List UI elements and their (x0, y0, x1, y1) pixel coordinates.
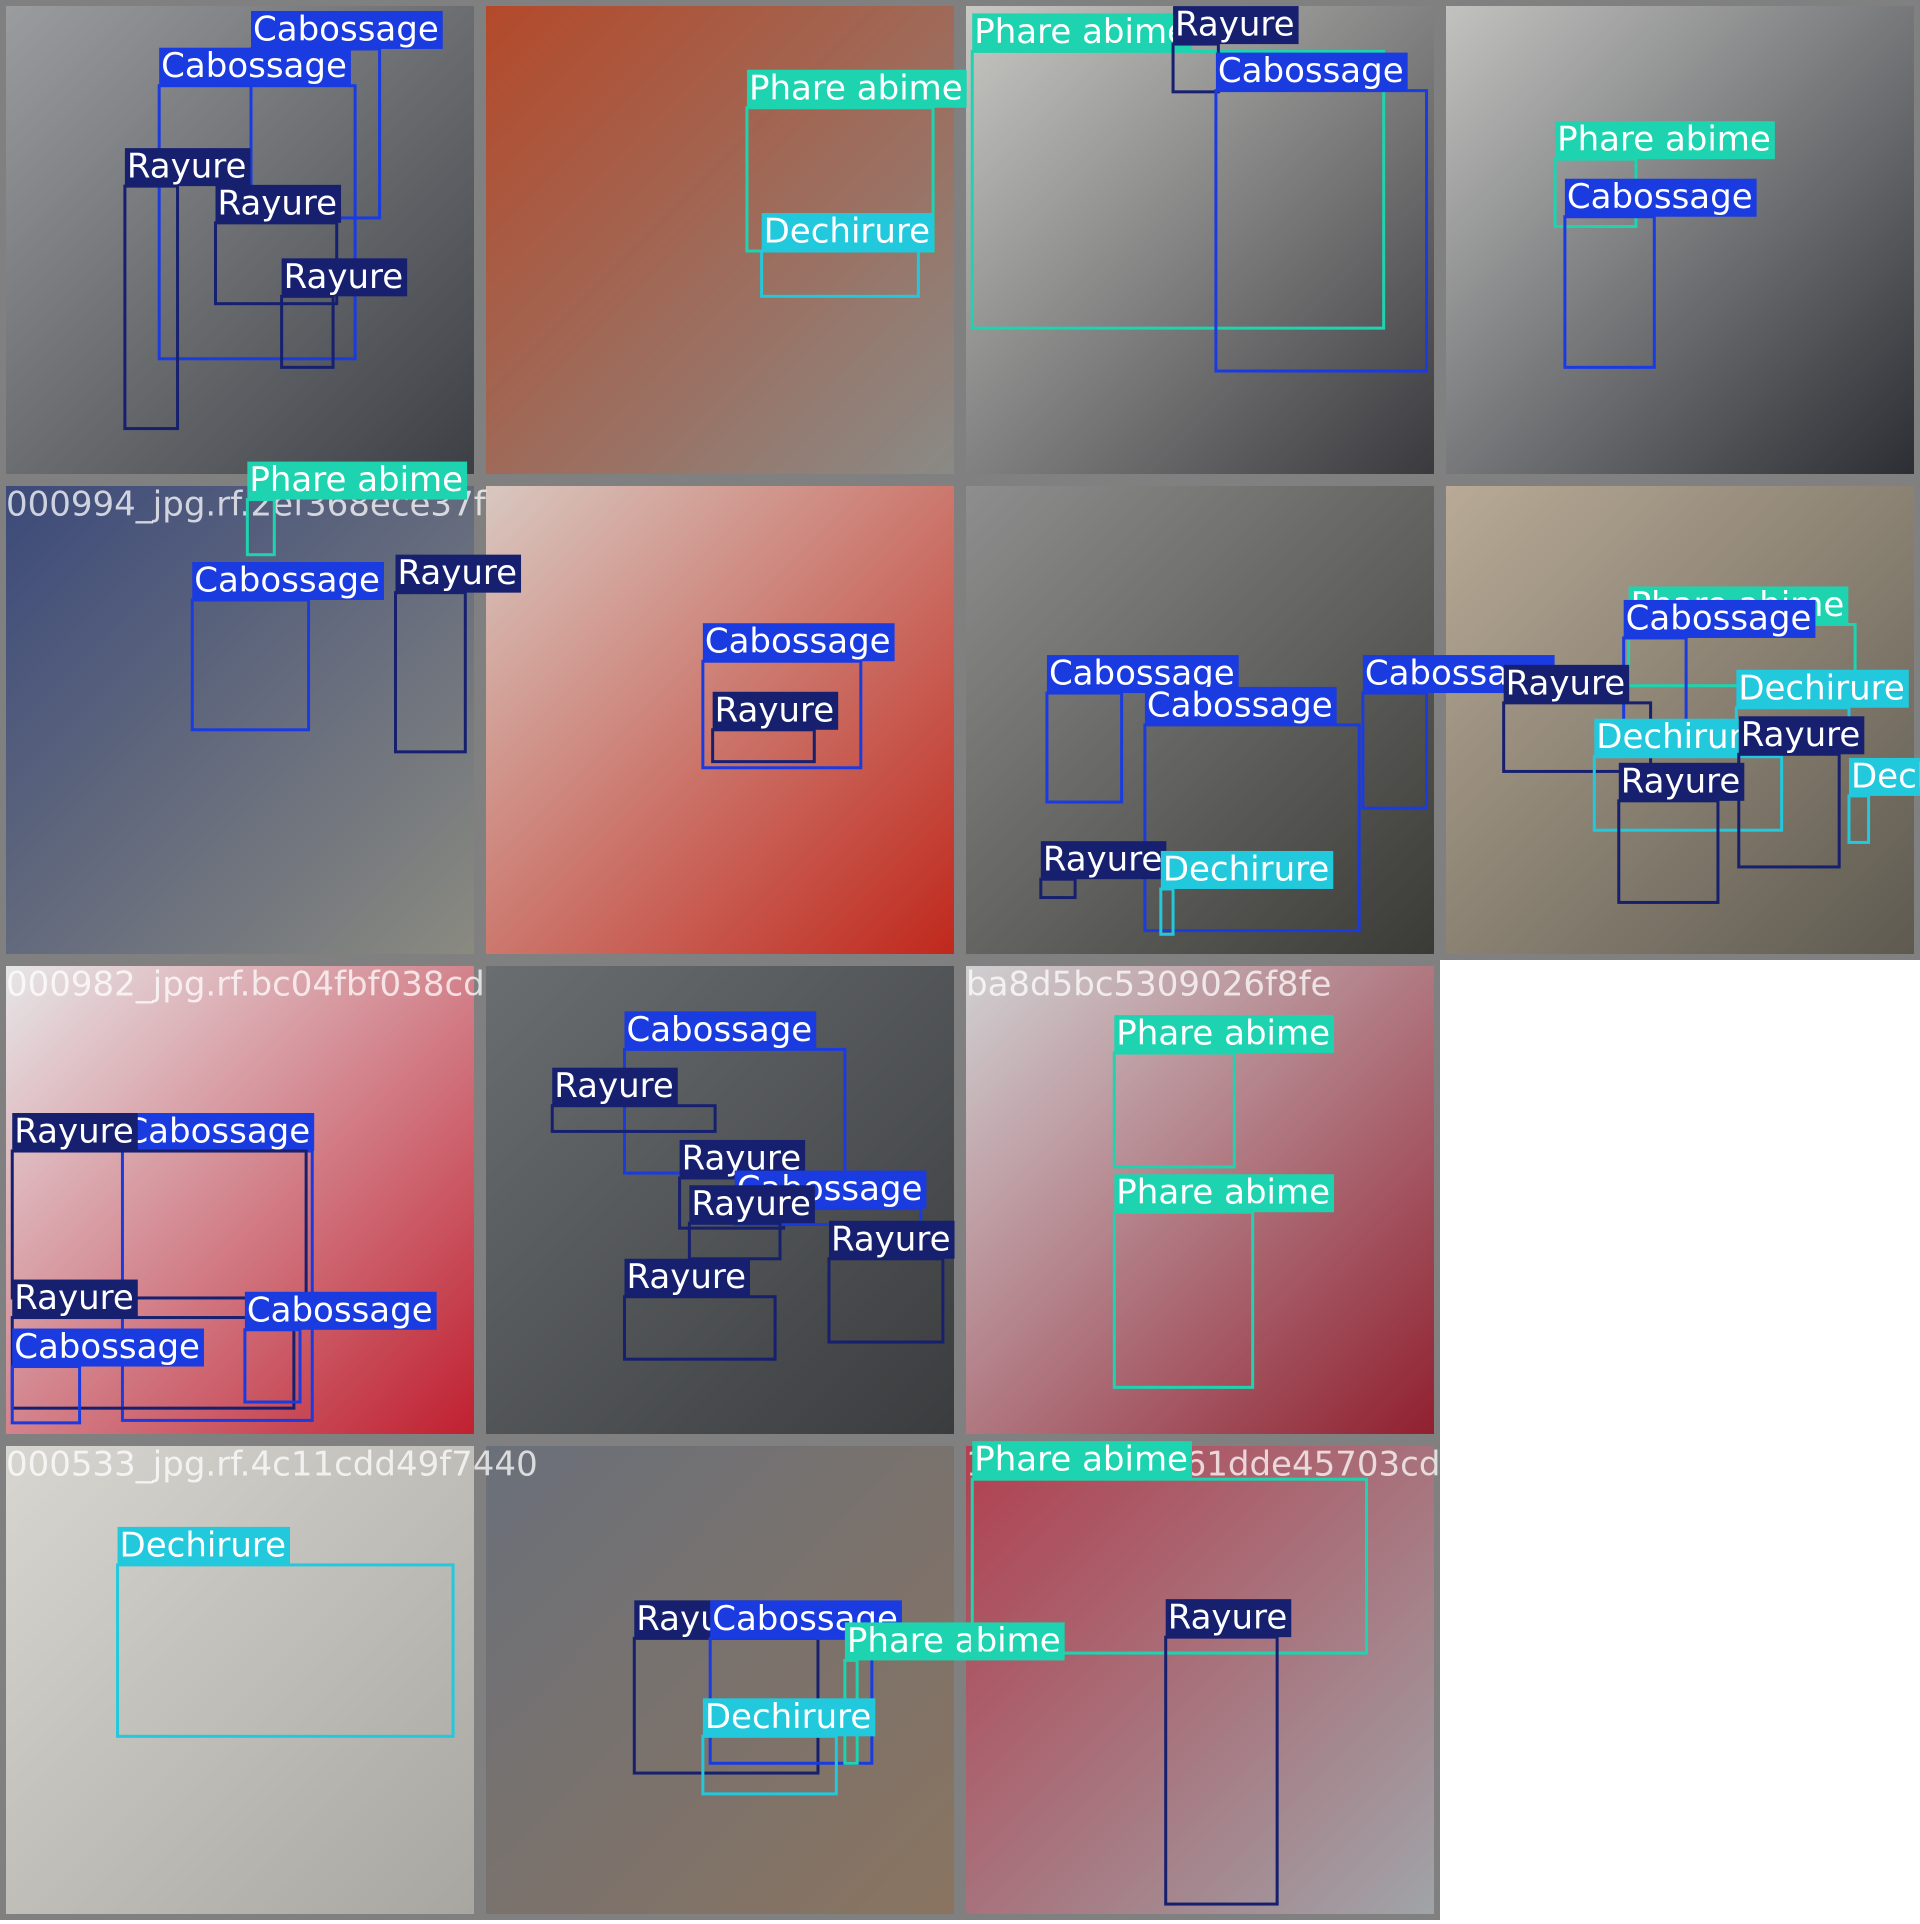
label-bg (1736, 669, 1909, 708)
bbox-label: Rayure (1621, 761, 1741, 801)
label-bg (1555, 121, 1775, 160)
label-bg (1165, 1599, 1292, 1638)
label-bg (1503, 664, 1630, 703)
bbox-label: Cabossage (1147, 685, 1333, 725)
label-bg (972, 1441, 1192, 1480)
bbox-label: Cabossage (1567, 177, 1753, 217)
bbox-label: Dechirure (1738, 668, 1904, 708)
label-bg (247, 461, 468, 500)
bbox-label: Phare abime (1116, 1014, 1330, 1054)
label-bg (1040, 841, 1167, 880)
bbox-label: Rayure (398, 553, 518, 593)
bbox-label: Cabossage (124, 1112, 310, 1152)
label-bg (1848, 757, 1920, 796)
label-bg (281, 258, 408, 297)
bbox-label: Phare abime (249, 460, 463, 500)
label-bg (12, 1279, 138, 1318)
bbox-label: Cabossage (1218, 51, 1404, 91)
label-bg (192, 562, 384, 600)
bbox-label: Dechirure (1851, 756, 1920, 796)
bbox-label: Phare abime (749, 68, 963, 108)
bbox-label: Cabossage (194, 561, 380, 601)
bbox-label: Rayure (1175, 5, 1295, 45)
label-bg (828, 1220, 955, 1259)
bbox-label: Phare abime (974, 1440, 1188, 1480)
label-bg (244, 1291, 437, 1330)
bbox-label: Rayure (1043, 840, 1163, 880)
tile-image (6, 1446, 474, 1914)
label-bg (1215, 52, 1408, 91)
label-bg (1623, 599, 1816, 638)
label-bg (702, 623, 895, 662)
label-bg (1160, 850, 1334, 889)
filename: 000982_jpg.rf.bc04fbf038cd (6, 965, 485, 1005)
bbox-label: Cabossage (1626, 598, 1812, 638)
label-bg (395, 554, 522, 593)
bbox-label: Dechirure (1596, 717, 1762, 757)
label-bg (122, 1113, 315, 1152)
bbox-label: Rayure (1168, 1598, 1288, 1638)
label-bg (972, 13, 1192, 52)
label-bg (1114, 1174, 1335, 1213)
label-bg (12, 1113, 138, 1152)
bbox-label: Dechirure (764, 212, 930, 252)
bbox-label: Cabossage (1049, 654, 1235, 694)
label-bg (1046, 655, 1239, 694)
label-bg (624, 1258, 751, 1297)
bbox-label: Rayure (831, 1219, 951, 1259)
bbox-label: Cabossage (247, 1290, 433, 1330)
label-bg (215, 184, 342, 223)
bbox-label: Phare abime (847, 1621, 1061, 1661)
bbox-label: Rayure (626, 1257, 746, 1297)
label-bg (689, 1185, 815, 1224)
bbox-label: Rayure (284, 257, 404, 297)
bbox-label: Phare abime (1557, 120, 1771, 160)
filename: ba8d5bc5309026f8fe (966, 965, 1331, 1005)
label-bg (159, 47, 351, 86)
bbox-label: Cabossage (14, 1327, 200, 1367)
label-bg (1618, 762, 1745, 801)
label-bg (117, 1526, 291, 1565)
bbox-label: Cabossage (253, 9, 439, 49)
label-bg (1114, 1015, 1335, 1054)
label-bg (12, 1328, 204, 1367)
label-bg (1564, 178, 1757, 217)
label-bg (552, 1067, 678, 1106)
bbox-label: Cabossage (161, 46, 347, 86)
bbox-label: Rayure (691, 1184, 811, 1224)
label-bg (746, 69, 967, 108)
label-bg (761, 213, 935, 252)
label-bg (251, 10, 443, 49)
label-bg (1144, 686, 1337, 725)
bbox-label: Rayure (14, 1278, 134, 1318)
tile-image (966, 1446, 1434, 1914)
bbox-label: Rayure (554, 1066, 674, 1106)
bbox-label: Rayure (14, 1112, 134, 1152)
bbox-label: Dechirure (120, 1525, 286, 1565)
label-bg (1738, 716, 1865, 755)
bbox-label: Dechirure (705, 1697, 871, 1737)
bbox-label: Cabossage (626, 1010, 812, 1050)
bbox-label: Rayure (1506, 663, 1626, 703)
label-bg (712, 691, 839, 730)
label-bg (1594, 718, 1767, 757)
tile-image (1446, 6, 1914, 474)
bbox-label: Phare abime (974, 12, 1188, 52)
label-bg (624, 1011, 817, 1050)
bbox-label: Cabossage (705, 622, 891, 662)
label-bg (1173, 6, 1299, 45)
bbox-label: Rayure (715, 690, 835, 730)
bbox-label: Phare abime (1116, 1173, 1330, 1213)
bbox (10, 1149, 308, 1300)
label-bg (702, 1698, 876, 1737)
bbox-label: Rayure (1741, 715, 1861, 755)
bbox-label: Rayure (127, 147, 247, 187)
label-bg (124, 148, 251, 187)
bbox-label: Rayure (218, 183, 338, 223)
tile-image (486, 1446, 954, 1914)
bbox-label: Dechirure (1163, 849, 1329, 889)
filename: 000533_jpg.rf.4c11cdd49f7440 (6, 1445, 538, 1485)
